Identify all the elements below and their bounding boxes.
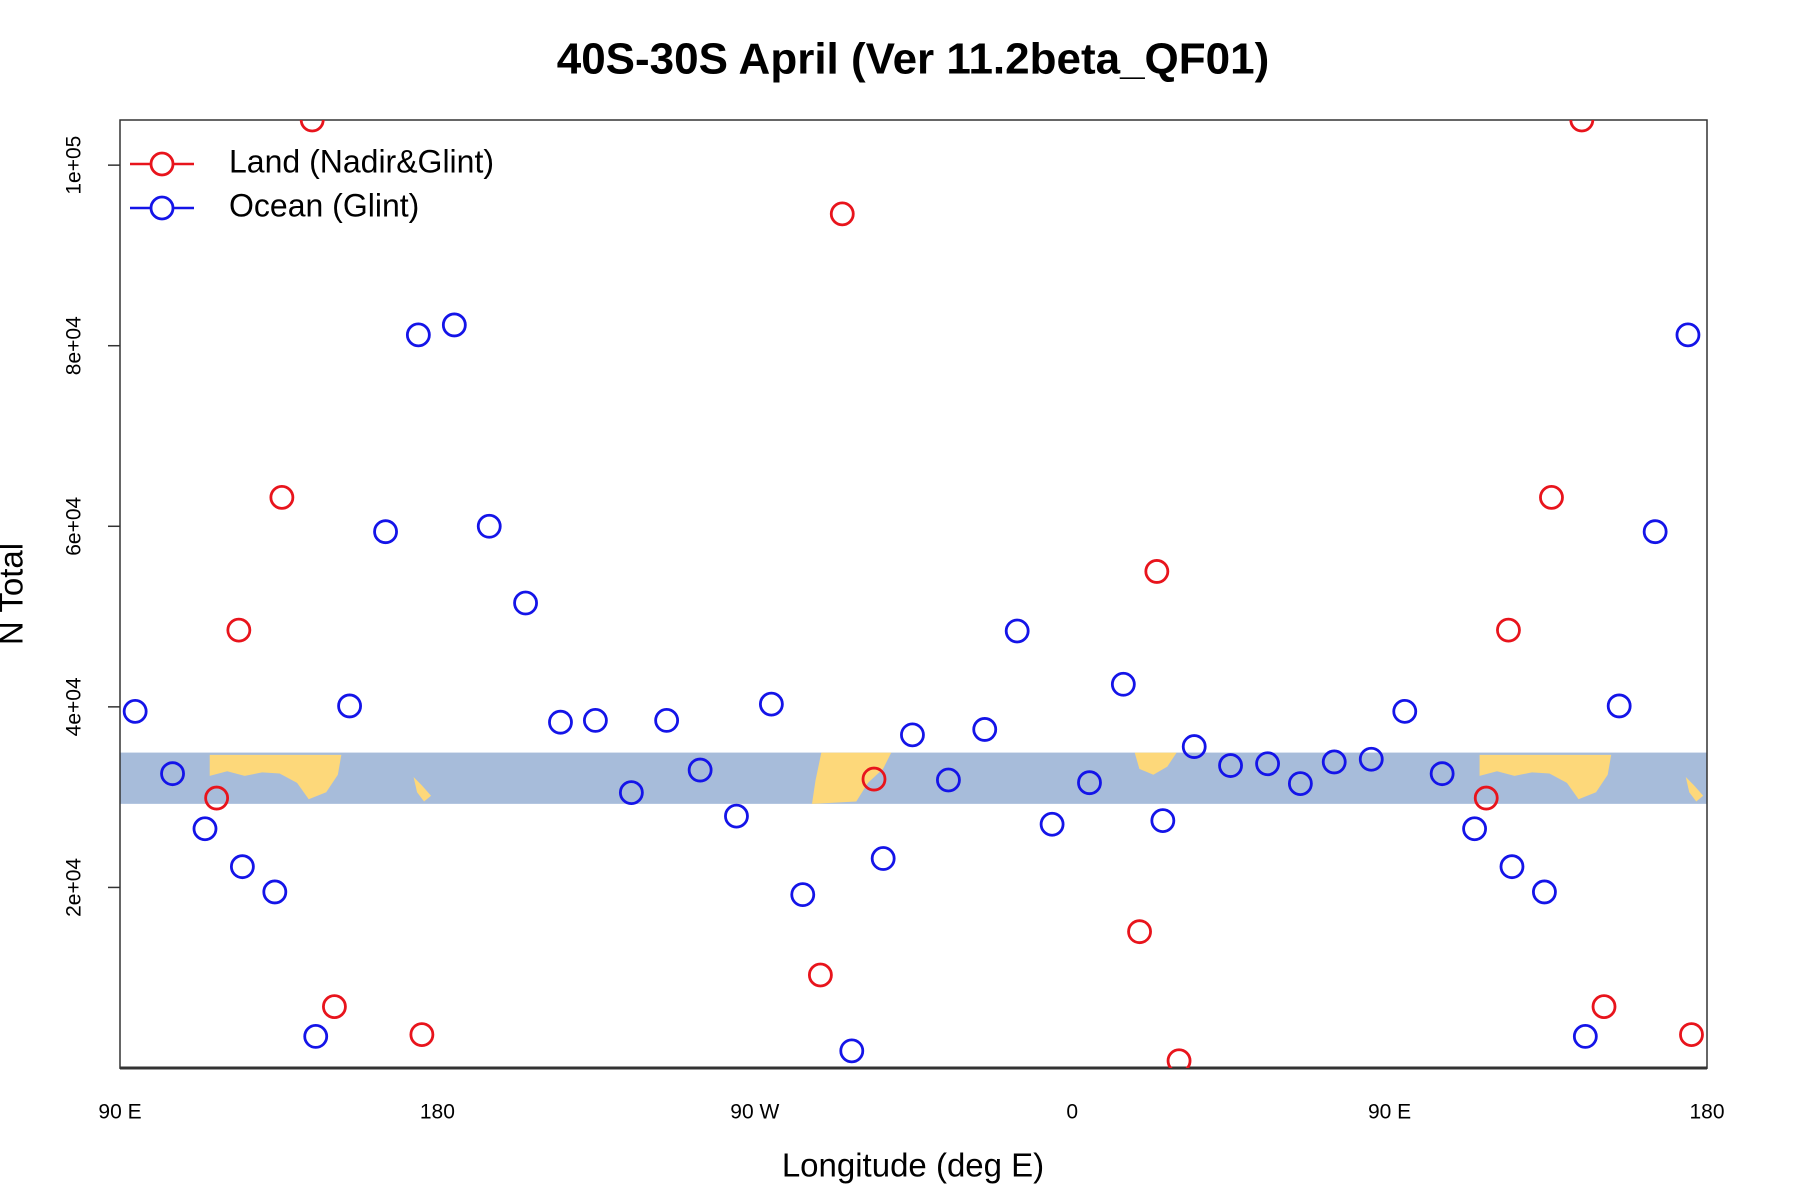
point <box>1287 771 1313 796</box>
y-tick-label: 1e+05 <box>63 136 86 195</box>
point <box>204 785 230 811</box>
point <box>1539 484 1564 510</box>
point <box>513 590 538 616</box>
point <box>1218 753 1243 778</box>
point <box>1532 879 1557 905</box>
point <box>1181 734 1207 759</box>
point <box>807 962 833 988</box>
legend-label: Land (Nadir&Glint) <box>229 143 494 179</box>
point <box>1321 749 1347 775</box>
point <box>972 717 998 742</box>
point <box>299 120 325 133</box>
point <box>1606 693 1632 719</box>
point <box>1591 994 1617 1020</box>
point <box>262 879 288 905</box>
point <box>1679 1022 1704 1047</box>
point <box>1473 785 1499 811</box>
point <box>409 1022 435 1047</box>
x-tick-label: 180 <box>420 1101 455 1124</box>
point <box>229 854 255 880</box>
point <box>405 322 431 348</box>
point <box>1392 698 1418 724</box>
point <box>1166 1048 1192 1068</box>
point <box>1039 811 1065 837</box>
point <box>1496 617 1521 643</box>
point <box>724 803 749 829</box>
point <box>476 513 502 539</box>
point <box>1642 519 1668 545</box>
legend-marker <box>149 151 175 177</box>
point <box>1569 120 1595 133</box>
point <box>322 994 347 1020</box>
y-axis-title: N Total <box>0 543 30 645</box>
x-tick-label: 0 <box>1066 1101 1078 1124</box>
point <box>1255 751 1280 777</box>
point <box>1150 808 1176 834</box>
point <box>303 1024 329 1049</box>
points <box>122 120 1704 1068</box>
point <box>936 767 961 793</box>
point <box>1110 671 1136 697</box>
point <box>441 312 467 338</box>
point <box>861 766 887 792</box>
y-tick-label: 6e+04 <box>63 496 86 555</box>
chart-title: 40S-30S April (Ver 11.2beta_QF01) <box>557 35 1270 84</box>
point <box>839 1038 865 1064</box>
point <box>790 882 816 908</box>
map-strip <box>119 752 1707 804</box>
point <box>337 693 362 719</box>
x-axis-title: Longitude (deg E) <box>782 1147 1044 1184</box>
point <box>160 761 185 787</box>
point <box>1462 816 1487 842</box>
plot-frame <box>119 119 1708 1069</box>
point <box>582 708 608 733</box>
y-tick-label: 8e+04 <box>63 316 86 375</box>
point <box>1127 919 1152 945</box>
point <box>758 691 784 717</box>
point <box>192 816 218 842</box>
point <box>1144 559 1170 584</box>
point <box>122 698 148 724</box>
point <box>1077 770 1102 796</box>
point <box>269 484 295 510</box>
x-tick-label: 90 E <box>1368 1101 1411 1124</box>
point <box>1675 322 1701 348</box>
point <box>1499 854 1525 880</box>
point <box>373 519 398 545</box>
point <box>870 846 896 871</box>
x-tick-label: 90 W <box>730 1101 779 1124</box>
point <box>829 201 855 227</box>
point <box>687 757 713 783</box>
point <box>1572 1024 1598 1049</box>
legend-label: Ocean (Glint) <box>229 187 419 223</box>
point <box>1358 746 1384 772</box>
point <box>618 780 644 806</box>
legend-marker <box>149 195 175 221</box>
y-tick-label: 4e+04 <box>63 677 86 736</box>
x-tick-label: 90 E <box>98 1101 141 1124</box>
x-tick-label: 180 <box>1689 1101 1724 1124</box>
point <box>654 708 680 733</box>
point <box>1429 761 1455 787</box>
point <box>226 617 252 643</box>
point <box>900 722 925 748</box>
point <box>548 709 573 735</box>
y-tick-label: 2e+04 <box>63 858 86 917</box>
point <box>1004 618 1030 644</box>
